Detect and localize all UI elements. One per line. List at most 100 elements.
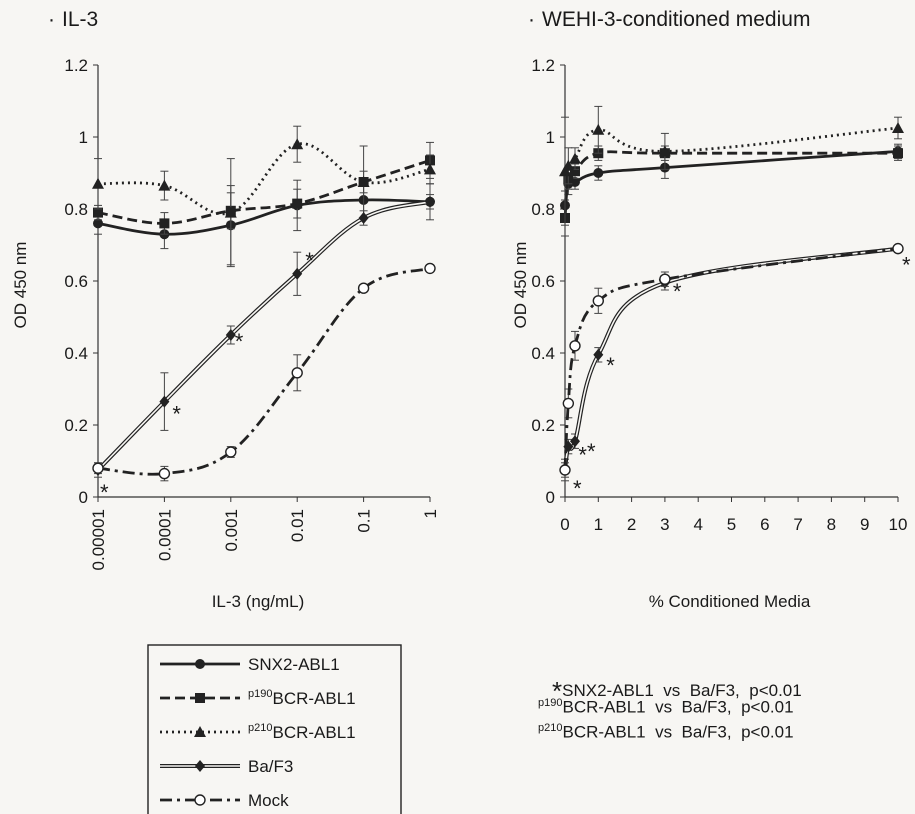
series-line xyxy=(563,247,899,471)
legend: SNX2-ABL1p190BCR-ABL1p210BCR-ABL1Ba/F3Mo… xyxy=(147,644,402,814)
significance-star: * xyxy=(902,253,911,278)
legend-label-prefix: p190 xyxy=(248,688,272,700)
series-line-outer xyxy=(563,246,899,471)
y-tick-label: 0.2 xyxy=(64,416,88,435)
legend-marker xyxy=(194,794,206,806)
data-point xyxy=(159,395,170,408)
data-point xyxy=(593,348,604,361)
legend-label: Ba/F3 xyxy=(248,757,293,776)
chart-title: IL-3 xyxy=(62,8,98,31)
legend-label-prefix: p210 xyxy=(248,722,272,734)
y-tick-label: 0 xyxy=(546,488,555,507)
note-p: p<0.01 xyxy=(731,722,794,742)
data-point xyxy=(159,218,170,229)
significance-star: * xyxy=(172,402,181,427)
legend-label: p210BCR-ABL1 xyxy=(248,722,356,742)
legend-item: SNX2-ABL1 xyxy=(160,655,340,674)
series-p210bcr-abl1 xyxy=(559,105,904,226)
x-tick-label: 10 xyxy=(889,515,908,534)
x-tick-label: 0.0001 xyxy=(155,509,174,561)
x-tick-label: 9 xyxy=(860,515,869,534)
data-point xyxy=(92,177,104,189)
legend-marker xyxy=(195,693,205,703)
data-point xyxy=(593,168,604,178)
data-point xyxy=(569,340,581,352)
chart-title: WEHI-3-conditioned medium xyxy=(542,8,810,31)
significance-star: * xyxy=(587,439,596,464)
data-point xyxy=(225,329,236,341)
y-tick-label: 1.2 xyxy=(531,56,555,75)
data-point xyxy=(592,123,605,135)
legend-label-main: BCR-ABL1 xyxy=(272,689,355,708)
x-tick-label: 8 xyxy=(827,515,836,534)
series-line xyxy=(563,126,899,172)
legend-label: p190BCR-ABL1 xyxy=(248,688,356,708)
series-line xyxy=(97,267,431,476)
y-tick-label: 0.6 xyxy=(64,272,88,291)
series-line-inner xyxy=(97,201,431,471)
legend-label: Mock xyxy=(248,791,289,810)
x-tick-label: 2 xyxy=(627,515,636,534)
y-axis-label: OD 450 nm xyxy=(11,242,30,329)
data-point xyxy=(424,262,436,275)
note-right: Ba/F3, xyxy=(681,697,732,717)
x-tick-label: 7 xyxy=(793,515,802,534)
legend-item: Mock xyxy=(160,791,289,810)
chart-panel-2: · WEHI-3-conditioned medium 0 0.2 0.4 0.6 0.8 1… xyxy=(511,8,911,611)
note-vs: vs xyxy=(653,681,690,700)
data-point xyxy=(292,198,303,209)
note-left: BCR-ABL1 xyxy=(562,697,646,717)
data-point xyxy=(562,159,575,171)
significance-star: * xyxy=(235,329,244,354)
legend-marker xyxy=(195,659,205,669)
significance-note-line: *SNX2-ABL1 vs Ba/F3, p<0.01 xyxy=(552,672,908,706)
data-point xyxy=(892,242,904,255)
significance-note-line: p190BCR-ABL1 vs Ba/F3, p<0.01 xyxy=(538,697,908,722)
legend-label-main: BCR-ABL1 xyxy=(272,723,355,742)
legend-item: p190BCR-ABL1 xyxy=(160,688,356,708)
note-left: BCR-ABL1 xyxy=(562,722,646,742)
data-point xyxy=(93,218,103,229)
data-point xyxy=(158,467,171,480)
note-vs: vs xyxy=(645,697,682,717)
significance-star: * xyxy=(305,248,314,273)
data-point xyxy=(658,145,671,157)
series-line-inner xyxy=(564,247,899,471)
data-point xyxy=(892,122,904,133)
series-p210bcr-abl1 xyxy=(92,125,436,268)
data-point xyxy=(158,179,171,191)
note-left: SNX2-ABL1 xyxy=(562,681,654,700)
data-point xyxy=(357,176,370,187)
x-tick-label: 3 xyxy=(660,515,669,534)
x-tick-label: 6 xyxy=(760,515,769,534)
legend-marker xyxy=(195,760,205,772)
x-axis-label: % Conditioned Media xyxy=(649,592,811,611)
series-snx2-abl1 xyxy=(560,143,903,221)
data-point xyxy=(659,273,671,285)
y-tick-label: 1.2 xyxy=(64,56,88,75)
x-tick-label: 1 xyxy=(421,509,440,518)
data-point xyxy=(568,152,581,164)
note-p: p<0.01 xyxy=(739,681,802,700)
y-tick-label: 0.4 xyxy=(64,344,88,363)
data-point xyxy=(425,195,435,208)
x-tick-label: 0.001 xyxy=(222,509,241,552)
y-axis-label: OD 450 nm xyxy=(511,242,530,329)
series-p190bcr-abl1 xyxy=(93,141,435,235)
data-point xyxy=(92,462,104,474)
series-mock xyxy=(92,262,436,482)
series-line xyxy=(563,150,899,206)
note-prefix: p190 xyxy=(538,697,563,709)
significance-notes: *SNX2-ABL1 vs Ba/F3, p<0.01 p190BCR-ABL1 … xyxy=(538,672,908,747)
series-line-outer xyxy=(96,199,431,472)
title-bullet: · xyxy=(528,8,535,31)
data-point xyxy=(358,212,369,224)
legend-item: Ba/F3 xyxy=(160,757,293,776)
legend-item: p210BCR-ABL1 xyxy=(160,722,356,742)
data-point xyxy=(93,207,103,218)
data-point xyxy=(292,267,303,280)
data-point xyxy=(224,206,237,218)
y-tick-label: 0.8 xyxy=(531,200,555,219)
